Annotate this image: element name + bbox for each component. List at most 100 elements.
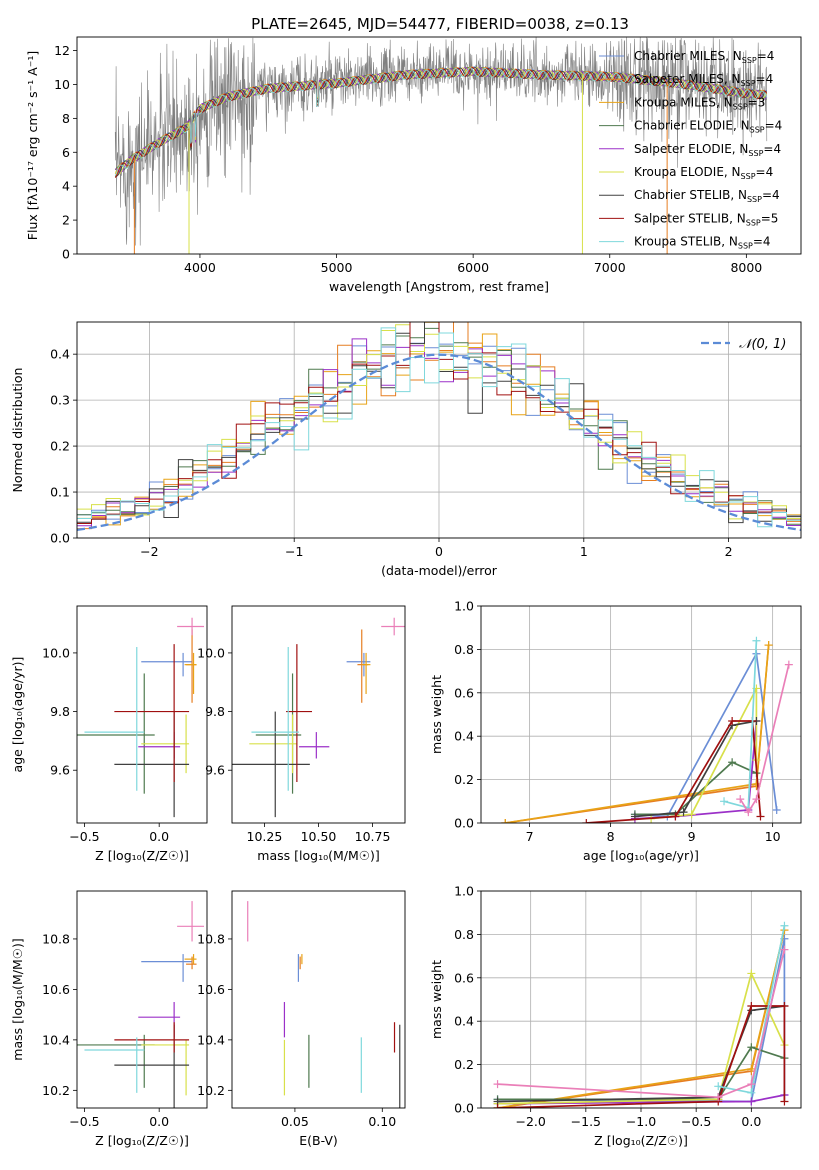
x-tick-label: −2 (140, 544, 158, 559)
x-axis-label: mass [log₁₀(M/M☉)] (257, 848, 379, 863)
y-tick-label: 10.0 (42, 645, 70, 660)
y-tick-label: 12 (54, 43, 70, 58)
y-tick-label: 0.8 (454, 927, 474, 942)
weight-marker (780, 945, 789, 954)
y-tick-label: 0.2 (50, 439, 70, 454)
y-tick-label: 0.0 (454, 816, 474, 831)
weight-marker (714, 1082, 723, 1091)
weight-marker (747, 1043, 756, 1052)
y-tick-label: 10.0 (197, 645, 225, 660)
weight-marker (493, 1080, 502, 1089)
y-tick-label: 0 (62, 247, 70, 262)
x-tick-label: −0.5 (69, 1114, 99, 1129)
x-axis-label: age [log₁₀(age/yr)] (583, 848, 699, 863)
y-axis-label: mass [log₁₀(M/M☉)] (10, 938, 25, 1060)
y-tick-label: 6 (62, 145, 70, 160)
y-axis-label: Flux [fλ10⁻¹⁷ erg cm⁻² s⁻¹ A⁻¹] (25, 51, 40, 240)
y-axis-label: Normed distribution (10, 368, 25, 493)
y-tick-label: 0.3 (50, 393, 70, 408)
y-tick-label: 9.8 (205, 704, 225, 719)
panel-2: −2 −1 0 1 2 0.0 0.1 0.2 0.3 0.4 (data-model)/error… (10, 321, 802, 578)
panel-4: 10.25 10.50 10.75 9.6 9.8 10.0 mass [log₁₀(M/M… (197, 605, 406, 863)
weight-marker (736, 795, 745, 804)
weight-marker (772, 805, 781, 814)
weight-marker (747, 969, 756, 978)
spectrum-data-line (114, 37, 768, 246)
normal-legend-label: 𝒩(0, 1) (739, 337, 786, 352)
axes-frame (76, 890, 208, 1109)
y-tick-label: 0.4 (454, 729, 474, 744)
weight-marker (747, 1002, 756, 1011)
plot-area (481, 891, 801, 1108)
x-tick-label: 8000 (730, 260, 762, 275)
x-tick-label: 0.0 (149, 829, 169, 844)
x-tick-label: 0 (435, 544, 443, 559)
x-axis-label: (data-model)/error (381, 563, 498, 578)
weight-line (634, 720, 757, 818)
panel-6: −0.5 0.0 10.2 10.4 10.6 10.8 Z [log₁₀(Z/Z☉)] ma… (10, 890, 208, 1148)
x-axis-label: Z [log₁₀(Z/Z☉)] (95, 848, 189, 863)
x-tick-label: 10.25 (247, 829, 283, 844)
weight-marker (784, 660, 793, 669)
weight-marker (671, 812, 680, 821)
axes-frame (480, 890, 802, 1109)
figure-title: PLATE=2645, MJD=54477, FIBERID=0038, z=0… (251, 15, 629, 33)
axes-frame (231, 890, 406, 1109)
axes-frame (76, 321, 802, 539)
weight-marker (752, 636, 761, 645)
y-tick-label: 10.8 (197, 931, 225, 946)
y-tick-label: 10.4 (197, 1032, 225, 1047)
y-tick-label: 10.4 (42, 1032, 70, 1047)
x-tick-label: −1.5 (571, 1114, 601, 1129)
legend-label: Salpeter STELIB, NSSP=5 (634, 211, 778, 227)
weight-marker (756, 812, 765, 821)
x-axis-label: wavelength [Angstrom, rest frame] (329, 279, 549, 294)
weight-marker (764, 641, 773, 650)
y-tick-label: 0.4 (50, 347, 70, 362)
x-tick-label: 0.10 (368, 1114, 396, 1129)
weight-line (634, 720, 758, 820)
weight-marker (728, 758, 737, 767)
legend-label: Chabrier ELODIE, NSSP=4 (634, 119, 782, 135)
y-tick-label: 1.0 (454, 884, 474, 899)
x-tick-label: 9 (688, 829, 696, 844)
x-tick-label: −0.5 (681, 1114, 711, 1129)
y-tick-label: 9.6 (205, 763, 225, 778)
panel-5: 7 8 9 10 0.0 0.2 0.4 0.6 0.8 1.0 age [log₁₀(age/yr… (429, 599, 802, 863)
weight-marker (747, 1088, 756, 1097)
y-tick-label: 4 (62, 179, 70, 194)
weight-marker (728, 717, 737, 726)
weight-line (497, 949, 786, 1099)
legend-label: Kroupa ELODIE, NSSP=4 (634, 165, 773, 181)
x-axis-label: E(B-V) (299, 1133, 338, 1148)
spectrum-legend: Chabrier MILES, NSSP=4 Salpeter MILES, NS… (599, 49, 782, 251)
weight-line (739, 664, 790, 814)
x-tick-label: 2 (725, 544, 733, 559)
legend-label: Chabrier STELIB, NSSP=4 (634, 188, 780, 204)
weight-marker (747, 1064, 756, 1073)
weight-marker (720, 797, 729, 806)
x-tick-label: 0.05 (281, 1114, 309, 1129)
weight-line (505, 645, 770, 823)
weight-marker (687, 810, 696, 819)
axes-frame (480, 605, 802, 824)
weight-marker (493, 1104, 502, 1108)
y-axis-label: age [log₁₀(age/yr)] (10, 657, 25, 773)
x-tick-label: 0.0 (741, 1114, 761, 1129)
x-axis-label: Z [log₁₀(Z/Z☉)] (95, 1133, 189, 1148)
panel-3: −0.5 0.0 9.6 9.8 10.0 Z [log₁₀(Z/Z☉)] age [log… (10, 605, 208, 863)
y-tick-label: 0.6 (454, 685, 474, 700)
x-tick-label: 7 (526, 829, 534, 844)
legend-label: Kroupa MILES, NSSP=3 (634, 95, 765, 111)
y-tick-label: 10.2 (197, 1083, 225, 1098)
y-tick-label: 10.6 (42, 982, 70, 997)
x-axis-label: Z [log₁₀(Z/Z☉)] (594, 1133, 688, 1148)
weight-marker (747, 1080, 756, 1089)
model-line-kroupa-stelib (114, 67, 768, 176)
weight-marker (747, 1097, 756, 1106)
legend-label: Kroupa STELIB, NSSP=4 (634, 235, 771, 251)
y-tick-label: 2 (62, 213, 70, 228)
weight-marker (780, 921, 789, 930)
y-tick-label: 0.0 (454, 1101, 474, 1116)
